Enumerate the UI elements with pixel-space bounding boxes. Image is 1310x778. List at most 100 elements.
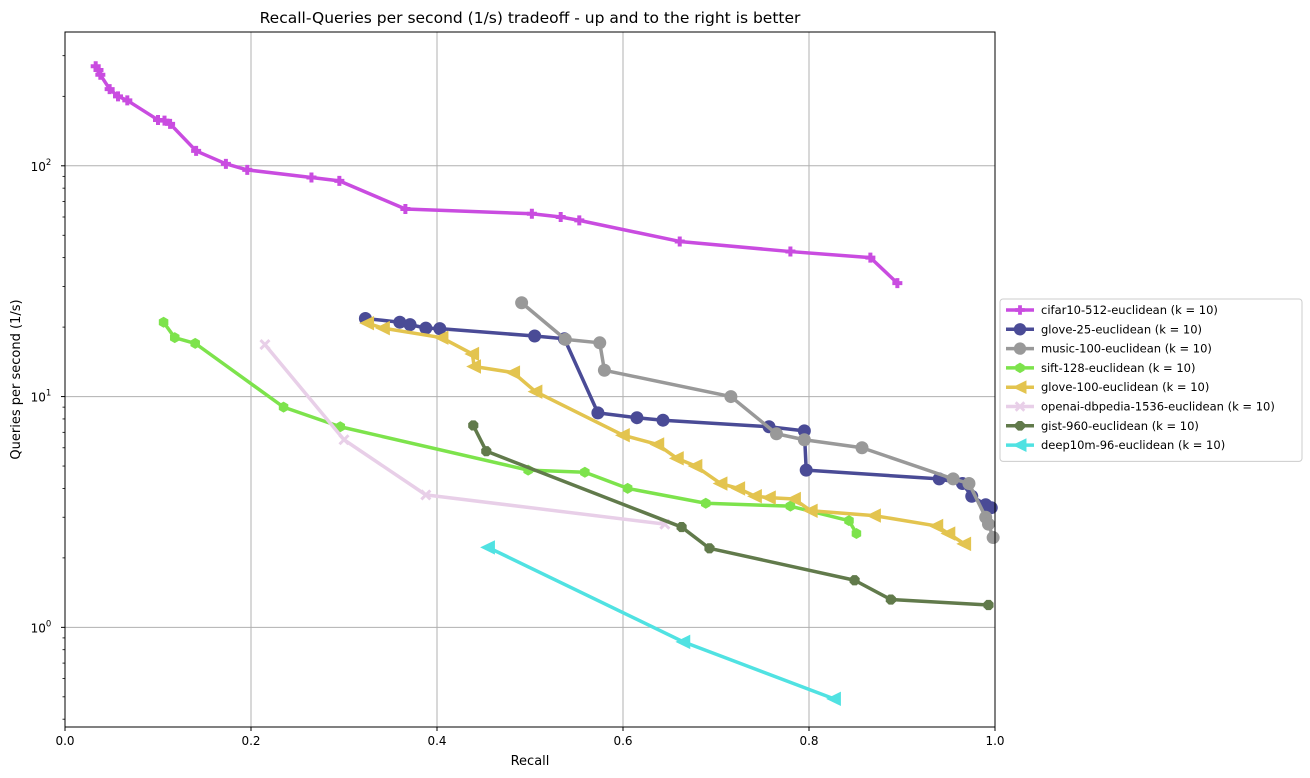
data-point [505, 365, 521, 380]
chart-title: Recall-Queries per second (1/s) tradeoff… [260, 9, 801, 27]
data-point [375, 320, 390, 336]
legend-label: gist-960-euclidean (k = 10) [1041, 419, 1199, 433]
data-point [956, 536, 972, 552]
legend-entry: sift-128-euclidean (k = 10) [1006, 361, 1195, 375]
series-line [263, 343, 666, 526]
y-tick-label-exponent: 1 [46, 389, 51, 399]
data-point [433, 330, 449, 345]
data-point [797, 433, 811, 447]
y-tick-label-exponent: 2 [46, 158, 51, 168]
x-tick-label: 1.0 [985, 734, 1004, 748]
legend-marker [1013, 342, 1027, 355]
legend-entry: cifar10-512-euclidean (k = 10) [1006, 303, 1218, 317]
x-axis: 0.0 0.2 0.4 0.6 0.8 1.0 [55, 727, 1005, 748]
data-point [701, 497, 711, 509]
series-2 [515, 296, 1000, 545]
data-point [761, 490, 776, 505]
data-point [190, 337, 200, 349]
data-point [468, 420, 479, 431]
plot-frame [64, 31, 996, 728]
data-point [866, 508, 881, 523]
data-point [892, 278, 903, 289]
series-7 [480, 540, 841, 707]
data-point [983, 599, 994, 611]
legend-marker [1013, 323, 1027, 336]
data-point [259, 339, 271, 351]
data-point [359, 315, 375, 331]
y-tick-label-base: 10 [31, 621, 46, 635]
data-point [826, 691, 841, 707]
data-point [464, 346, 480, 362]
legend-marker [1015, 305, 1025, 315]
x-tick-label: 0.8 [799, 734, 818, 748]
data-point [466, 359, 481, 374]
data-point [158, 316, 169, 328]
grid [65, 32, 995, 727]
data-point [885, 594, 896, 605]
legend-marker [1012, 438, 1027, 452]
data-point [769, 427, 783, 441]
data-point [704, 543, 715, 554]
y-tick-label-exponent: 0 [46, 619, 51, 629]
legend-entry: glove-100-euclidean (k = 10) [1006, 380, 1209, 394]
data-point [403, 318, 417, 332]
legend-label: cifar10-512-euclidean (k = 10) [1041, 303, 1218, 317]
data-point [799, 463, 813, 477]
data-point [528, 329, 542, 343]
data-point [865, 252, 876, 263]
data-point [844, 515, 854, 527]
series-6 [468, 420, 994, 611]
data-point [420, 489, 432, 501]
data-point [242, 164, 253, 175]
legend-marker [1012, 380, 1027, 395]
data-point [526, 208, 537, 219]
legend-label: openai-dbpedia-1536-euclidean (k = 10) [1041, 400, 1275, 414]
data-point [656, 413, 670, 427]
data-point [393, 315, 407, 329]
series-4 [359, 315, 972, 552]
series-layer [90, 61, 1000, 707]
data-point [851, 528, 862, 540]
data-point [306, 172, 317, 183]
data-point [962, 477, 976, 491]
data-point [580, 466, 590, 478]
data-point [593, 336, 607, 350]
legend: cifar10-512-euclidean (k = 10) glove-25-e… [999, 298, 1303, 462]
data-point [676, 521, 687, 533]
data-point [674, 236, 685, 247]
series-3 [158, 316, 862, 540]
data-point [986, 531, 1000, 545]
data-point [668, 451, 684, 466]
legend-entry: glove-25-euclidean (k = 10) [1006, 322, 1202, 336]
data-point [122, 95, 133, 106]
legend-entry: deep10m-96-euclidean (k = 10) [1006, 438, 1225, 452]
data-point [802, 503, 818, 518]
data-point [849, 575, 860, 586]
data-point [747, 489, 762, 504]
data-point [649, 437, 665, 452]
x-axis-label: Recall [511, 754, 550, 769]
data-point [622, 482, 633, 494]
data-point [558, 332, 572, 346]
data-point [527, 384, 543, 399]
y-tick-label-base: 10 [31, 391, 46, 405]
x-tick-label: 0.4 [427, 734, 446, 748]
legend-marker [1014, 401, 1026, 412]
data-point [785, 246, 796, 257]
y-tick-label: 101 [31, 389, 52, 405]
data-point [433, 322, 447, 336]
data-point [940, 526, 956, 541]
data-point [480, 540, 495, 555]
data-point [481, 446, 492, 457]
x-tick-label: 0.0 [55, 734, 74, 748]
legend-marker [1015, 362, 1025, 374]
data-point [169, 332, 180, 344]
series-0 [90, 61, 903, 289]
legend-box [999, 298, 1303, 462]
legend-label: sift-128-euclidean (k = 10) [1041, 361, 1195, 375]
data-point [159, 115, 170, 126]
data-point [630, 411, 644, 425]
data-point [338, 434, 350, 446]
